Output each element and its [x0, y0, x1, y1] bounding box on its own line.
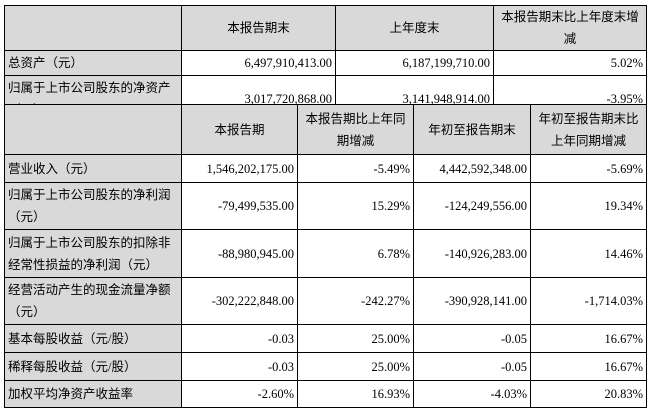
cell: 16.67%	[530, 324, 647, 353]
table-row: 经营活动产生的现金流量净额（元） -302,222,848.00 -242.27% -…	[4, 277, 647, 325]
header-cell: 本报告期比上年同期增减	[297, 104, 414, 155]
row-label: 归属于上市公司股东的扣除非经常性损益的净利润（元）	[4, 229, 182, 278]
cell: 6.78%	[297, 229, 414, 278]
header-cell: 上年度末	[335, 5, 494, 51]
table-row: 总资产（元） 6,497,910,413.00 6,187,199,710.00…	[4, 50, 647, 76]
cell: -5.69%	[530, 154, 647, 183]
header-cell	[4, 5, 182, 51]
row-label: 稀释每股收益（元/股）	[4, 352, 182, 381]
row-label: 经营活动产生的现金流量净额（元）	[4, 277, 182, 325]
cell: -140,926,283.00	[413, 229, 531, 278]
header-cell: 年初至报告期末	[413, 104, 531, 155]
cell: -302,222,848.00	[181, 277, 298, 325]
cell: 15.29%	[297, 182, 414, 230]
cell: -4.03%	[413, 380, 531, 408]
table-row: 营业收入（元） 1,546,202,175.00 -5.49% 4,442,592,3…	[4, 154, 647, 183]
balance-header-row: 本报告期末 上年度末 本报告期末比上年度末增减	[4, 5, 647, 51]
cell: 16.67%	[530, 352, 647, 381]
cell: -1,714.03%	[530, 277, 647, 325]
row-label: 总资产（元）	[4, 50, 182, 76]
table-row: 基本每股收益（元/股） -0.03 25.00% -0.05 16.67%	[4, 324, 647, 353]
cell: 14.46%	[530, 229, 647, 278]
header-cell: 本报告期末	[181, 5, 336, 51]
header-cell: 本报告期	[181, 104, 298, 155]
income-table: 本报告期 本报告期比上年同期增减 年初至报告期末 年初至报告期末比上年同期增减 …	[4, 104, 647, 408]
table-row: 稀释每股收益（元/股） -0.03 25.00% -0.05 16.67%	[4, 352, 647, 381]
cell: -0.05	[413, 352, 531, 381]
table-row: 加权平均净资产收益率 -2.60% 16.93% -4.03% 20.83%	[4, 380, 647, 408]
cell: -0.03	[181, 324, 298, 353]
cell: 25.00%	[297, 352, 414, 381]
cell: -5.49%	[297, 154, 414, 183]
cell: -0.05	[413, 324, 531, 353]
cell: 1,546,202,175.00	[181, 154, 298, 183]
income-header-row: 本报告期 本报告期比上年同期增减 年初至报告期末 年初至报告期末比上年同期增减	[4, 104, 647, 155]
row-label: 营业收入（元）	[4, 154, 182, 183]
cell: 25.00%	[297, 324, 414, 353]
cell: -79,499,535.00	[181, 182, 298, 230]
cell: -242.27%	[297, 277, 414, 325]
row-label: 加权平均净资产收益率	[4, 380, 182, 408]
cell: 6,497,910,413.00	[181, 50, 336, 76]
table-row: 归属于上市公司股东的净利润（元） -79,499,535.00 15.29% -124…	[4, 182, 647, 230]
header-cell	[4, 104, 182, 155]
cell: 19.34%	[530, 182, 647, 230]
row-label: 基本每股收益（元/股）	[4, 324, 182, 353]
header-cell: 年初至报告期末比上年同期增减	[530, 104, 647, 155]
cell: 20.83%	[530, 380, 647, 408]
cell: 5.02%	[493, 50, 647, 76]
cell: -390,928,141.00	[413, 277, 531, 325]
cell: 4,442,592,348.00	[413, 154, 531, 183]
header-cell: 本报告期末比上年度末增减	[493, 5, 647, 51]
row-label: 归属于上市公司股东的净利润（元）	[4, 182, 182, 230]
cell: 6,187,199,710.00	[335, 50, 494, 76]
cell: -124,249,556.00	[413, 182, 531, 230]
table-row: 归属于上市公司股东的扣除非经常性损益的净利润（元） -88,980,945.00 6…	[4, 229, 647, 278]
cell: -88,980,945.00	[181, 229, 298, 278]
cell: -0.03	[181, 352, 298, 381]
cell: -2.60%	[181, 380, 298, 408]
cell: 16.93%	[297, 380, 414, 408]
